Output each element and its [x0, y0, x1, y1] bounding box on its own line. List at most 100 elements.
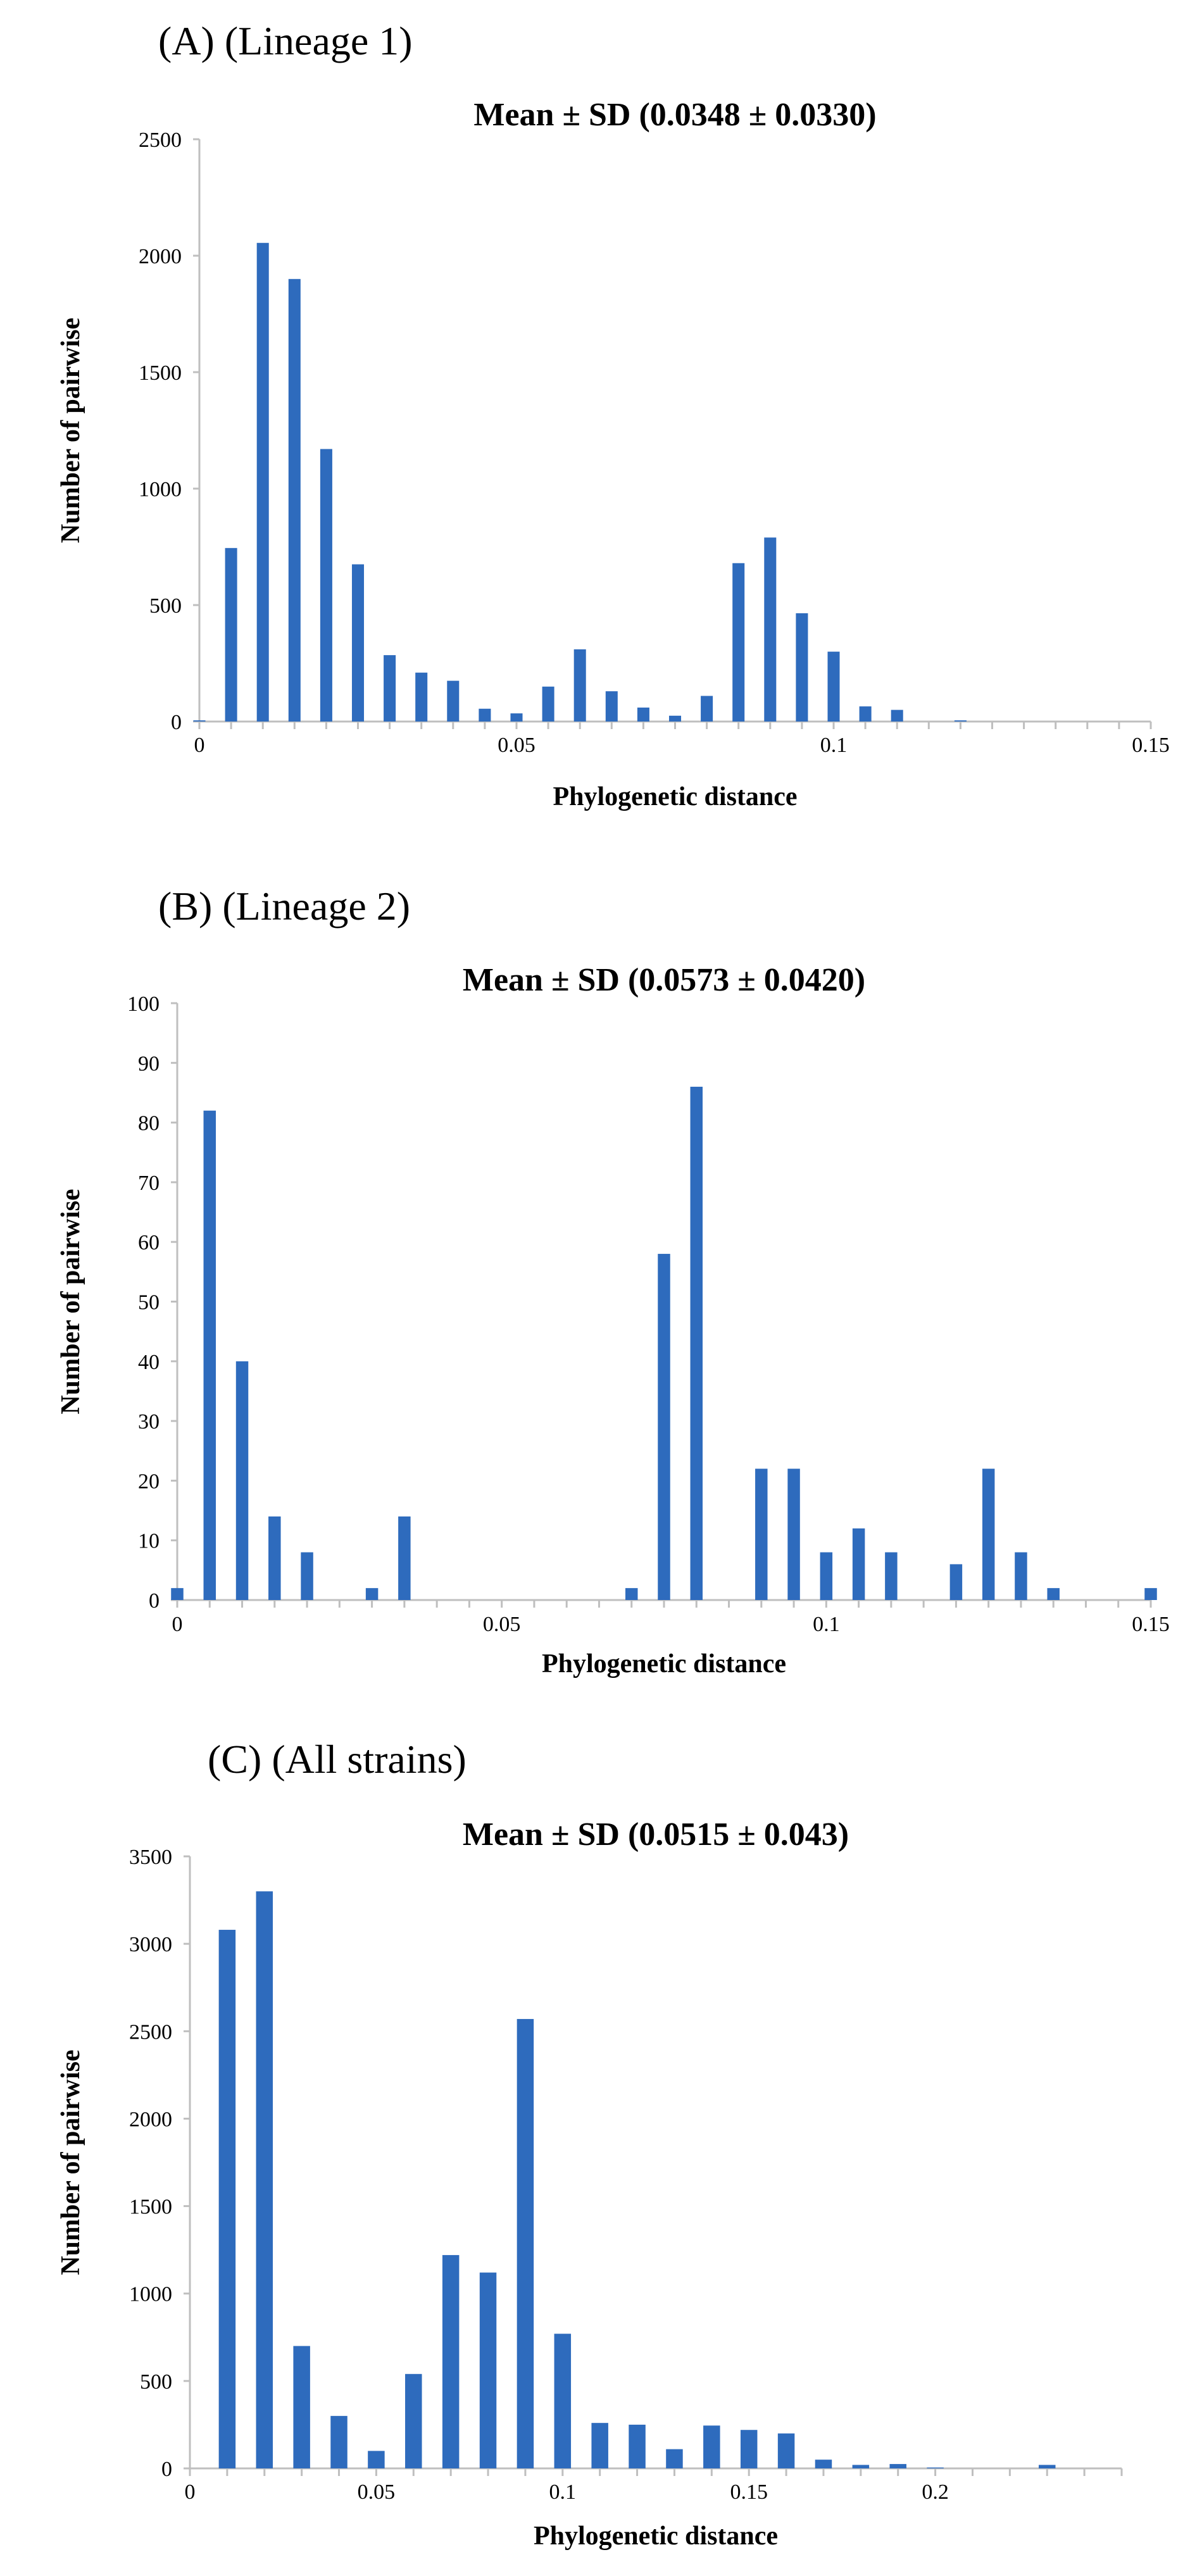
histogram-bar — [668, 715, 682, 722]
histogram-bar — [820, 1552, 833, 1600]
x-tick-label: 0.05 — [358, 2480, 396, 2504]
histogram-bar — [605, 691, 618, 722]
x-tick-label: 0.1 — [813, 1613, 840, 1636]
x-tick-label: 0 — [172, 1613, 183, 1636]
y-tick-label: 0 — [171, 711, 182, 734]
histogram-bar — [1015, 1552, 1027, 1600]
y-tick-label: 0 — [161, 2458, 172, 2481]
x-tick-label: 0.05 — [498, 734, 536, 757]
histogram-bar — [625, 1588, 638, 1600]
y-tick-label: 1500 — [139, 361, 182, 385]
panel-b: (B) (Lineage 2) Mean ± SD (0.0573 ± 0.04… — [0, 854, 1190, 1696]
y-tick-label: 100 — [127, 992, 160, 1016]
y-tick-label: 50 — [138, 1291, 160, 1315]
x-tick-label: 0.15 — [1132, 1613, 1170, 1636]
histogram-bar — [447, 680, 460, 722]
histogram-bar — [827, 651, 840, 722]
y-tick-label: 1000 — [129, 2283, 172, 2306]
histogram-bar — [732, 563, 745, 722]
histogram-bar — [755, 1468, 768, 1600]
histogram-bar — [658, 1254, 670, 1600]
x-tick-label: 0.15 — [730, 2480, 768, 2504]
histogram-bar — [573, 649, 586, 722]
histogram-bar — [193, 720, 206, 722]
y-tick-label: 3500 — [129, 1846, 172, 1869]
chart-title: Mean ± SD (0.0573 ± 0.0420) — [463, 962, 865, 998]
histogram-chart: Mean ± SD (0.0348 ± 0.0330) 0 500 1000 1500 2… — [56, 97, 1170, 811]
panel-label: (C) (All strains) — [208, 1737, 467, 1782]
panel-a: (A) (Lineage 1) Mean ± SD (0.0348 ± 0.03… — [0, 0, 1190, 842]
histogram-bar — [637, 707, 649, 722]
histogram-bar — [1144, 1588, 1157, 1600]
y-tick-label: 2500 — [139, 128, 182, 152]
histogram-bar — [852, 2465, 870, 2468]
histogram-bar — [542, 686, 554, 722]
y-tick-label: 2000 — [139, 245, 182, 268]
histogram-bar — [384, 655, 396, 722]
histogram-bar — [235, 1361, 249, 1600]
y-tick-label: 20 — [138, 1470, 160, 1493]
histogram-bar — [891, 710, 903, 722]
histogram-bar — [815, 2460, 832, 2468]
histogram-bar — [268, 1516, 281, 1600]
y-tick-label: 60 — [138, 1231, 160, 1254]
histogram-bar — [225, 547, 237, 722]
histogram-bar — [405, 2373, 422, 2468]
histogram-bar — [171, 1588, 184, 1600]
histogram-bar — [256, 242, 269, 722]
histogram-bar — [889, 2464, 906, 2468]
y-tick-label: 1500 — [129, 2196, 172, 2219]
histogram-bar — [949, 1564, 963, 1600]
y-tick-label: 40 — [138, 1351, 160, 1374]
histogram-bar — [1038, 2465, 1056, 2468]
y-tick-label: 0 — [149, 1589, 160, 1613]
x-axis-label: Phylogenetic distance — [553, 782, 797, 811]
histogram-bar — [442, 2254, 460, 2468]
y-tick-label: 80 — [138, 1112, 160, 1135]
histogram-bar — [368, 2451, 385, 2468]
histogram-bar — [203, 1110, 216, 1600]
x-tick-label: 0 — [185, 2480, 196, 2504]
x-tick-label: 0.05 — [483, 1613, 521, 1636]
y-tick-label: 2000 — [129, 2108, 172, 2131]
y-tick-label: 70 — [138, 1172, 160, 1195]
x-tick-label: 0.1 — [820, 734, 848, 757]
histogram-bar — [479, 2272, 497, 2468]
histogram-bar — [885, 1552, 898, 1600]
x-axis-label: Phylogenetic distance — [534, 2522, 778, 2551]
histogram-bar — [479, 708, 491, 722]
x-tick-label: 0.2 — [922, 2480, 949, 2504]
histogram-bar — [764, 537, 777, 722]
histogram-bar — [330, 2416, 348, 2468]
y-tick-label: 500 — [149, 594, 182, 618]
panel-label: (B) (Lineage 2) — [158, 884, 411, 928]
histogram-bar — [301, 1552, 313, 1600]
histogram-bar — [740, 2430, 758, 2468]
histogram-bar — [510, 713, 523, 722]
x-tick-label: 0.15 — [1132, 734, 1170, 757]
y-tick-label: 2500 — [129, 2020, 172, 2044]
histogram-bar — [288, 278, 301, 722]
histogram-bar — [365, 1588, 379, 1600]
y-tick-label: 1000 — [139, 478, 182, 501]
histogram-bar — [351, 564, 365, 722]
histogram-bar — [554, 2334, 572, 2468]
histogram-bar — [982, 1468, 995, 1600]
histogram-bar — [1047, 1588, 1060, 1600]
histogram-bar — [666, 2449, 683, 2468]
y-tick-label: 3000 — [129, 1933, 172, 1956]
chart-title: Mean ± SD (0.0348 ± 0.0330) — [473, 97, 876, 133]
chart-title: Mean ± SD (0.0515 ± 0.043) — [463, 1816, 849, 1853]
histogram-bar — [787, 1468, 800, 1600]
histogram-bar — [517, 2018, 534, 2468]
histogram-bar — [701, 696, 713, 722]
y-tick-label: 90 — [138, 1052, 160, 1075]
histogram-bar — [796, 613, 808, 722]
histogram-bar — [398, 1516, 411, 1600]
y-tick-label: 10 — [138, 1530, 160, 1553]
histogram-bar — [859, 706, 872, 722]
histogram-bar — [954, 720, 967, 722]
histogram-bar — [629, 2424, 646, 2468]
y-axis-label: Number of pairwise — [56, 2049, 85, 2275]
histogram-bar — [256, 1891, 273, 2468]
